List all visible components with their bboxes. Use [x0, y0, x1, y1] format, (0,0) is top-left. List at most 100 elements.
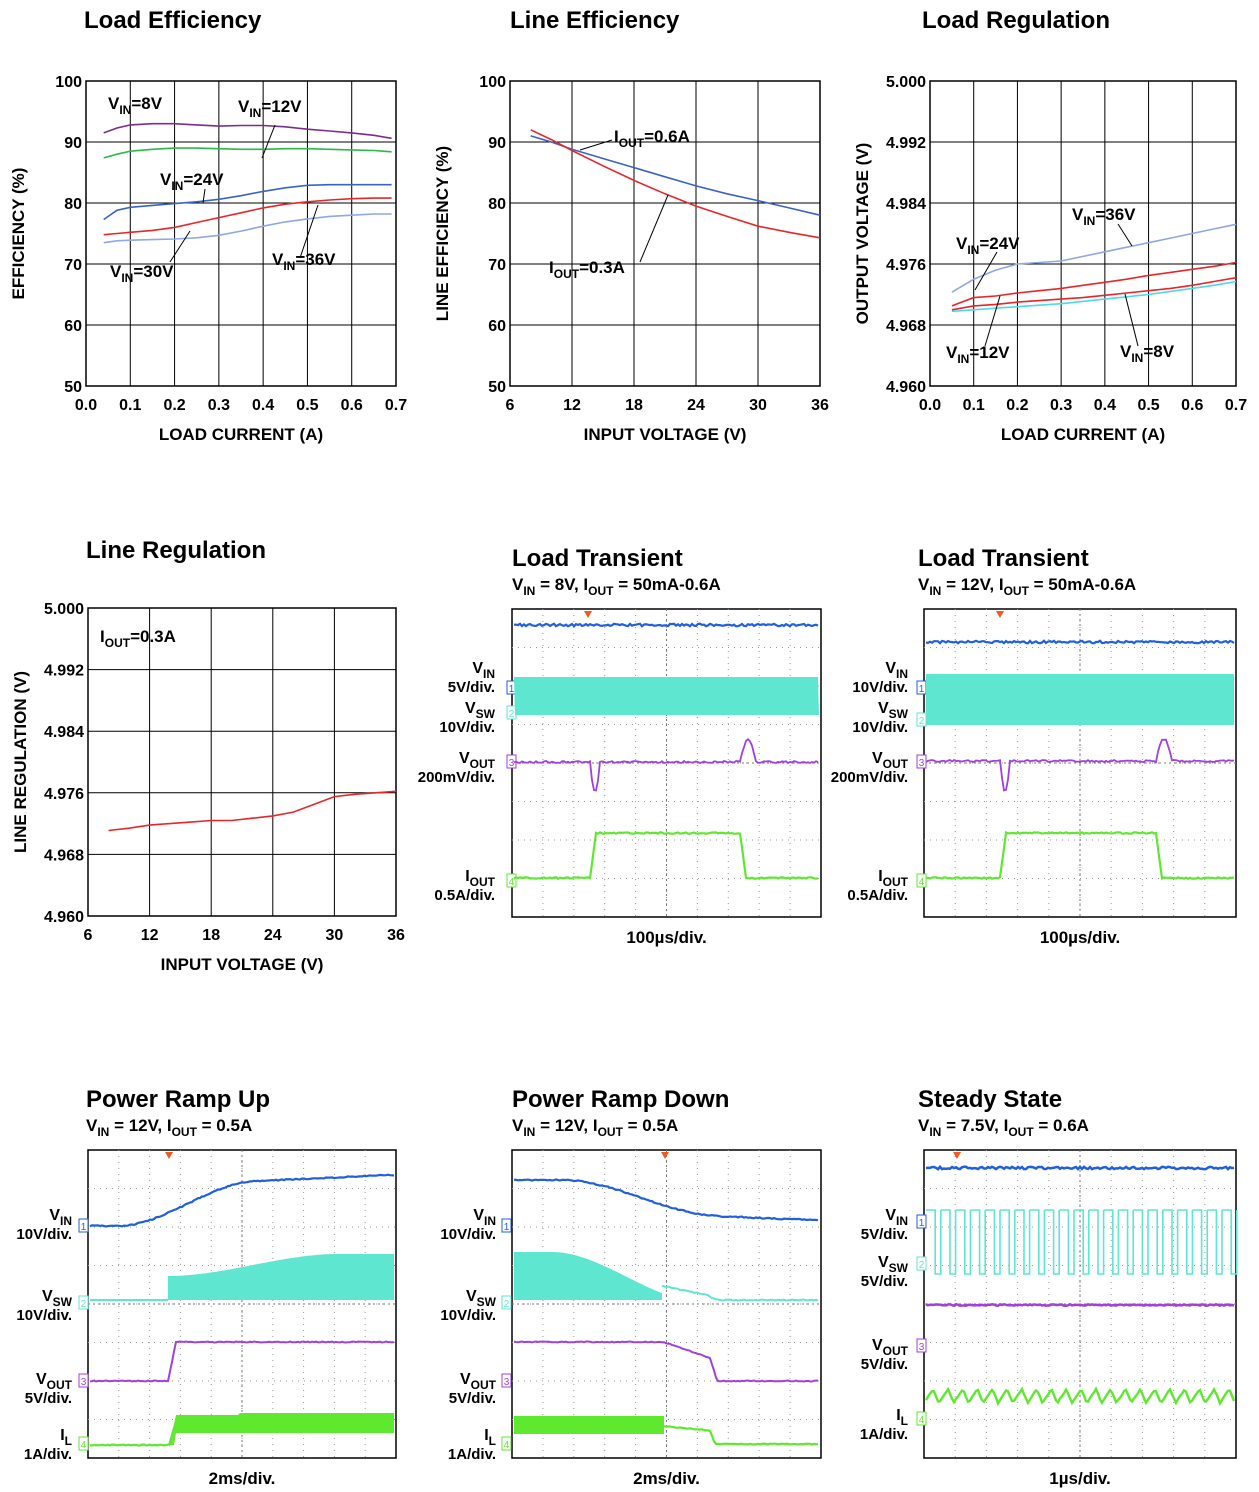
y-tick-label: 70 [488, 257, 506, 274]
x-axis-label: LOAD CURRENT (A) [1001, 425, 1165, 444]
chart-title: Load Efficiency [84, 7, 262, 34]
channel-label: VSW [878, 700, 909, 721]
y-tick-label: 4.984 [886, 196, 926, 213]
y-tick-label: 4.984 [44, 724, 84, 741]
x-tick-label: 0.1 [963, 397, 985, 414]
series-annotation: IOUT=0.6A [614, 127, 690, 150]
y-tick-label: 80 [64, 196, 82, 213]
channel-scale: 0.5A/div. [847, 887, 908, 904]
channel-marker-number: 3 [919, 1342, 925, 1353]
channel-label: VIN [473, 1207, 496, 1228]
y-tick-label: 80 [488, 196, 506, 213]
timebase-label: 2ms/div. [633, 1469, 700, 1488]
il-trace-pre [90, 1445, 170, 1446]
x-tick-label: 18 [625, 397, 643, 414]
channel-label: VIN [885, 1207, 908, 1228]
x-tick-label: 24 [687, 397, 705, 414]
channel-label: IL [60, 1427, 72, 1448]
channel-marker-number: 1 [509, 684, 515, 695]
channel-label: VOUT [460, 1371, 497, 1392]
channel-label: VSW [42, 1288, 73, 1309]
channel-marker-number: 3 [504, 1377, 510, 1388]
channel-scale: 10V/div. [439, 719, 495, 736]
scope-subtitle: VIN = 7.5V, IOUT = 0.6A [918, 1116, 1089, 1139]
scope-power-ramp-down: Power Ramp Down VIN = 12V, IOUT = 0.5A 2ms… [440, 1086, 821, 1488]
plot-frame [86, 81, 396, 386]
channel-marker-number: 2 [919, 1260, 925, 1271]
series-annotation: VIN=24V [956, 234, 1020, 257]
vsw-trace [514, 677, 819, 715]
series-line-red [952, 263, 1236, 306]
channel-marker-number: 1 [919, 684, 925, 695]
x-axis-label: INPUT VOLTAGE (V) [584, 425, 747, 444]
channel-scale: 200mV/div. [418, 769, 495, 786]
chart-line-efficiency: Line Efficiency6 12 18 24 30 365060708090100I… [433, 7, 829, 444]
series-annotation: VIN=36V [272, 250, 336, 273]
channel-label: IOUT [878, 868, 908, 889]
chart-load-regulation: Load Regulation 0.0 0.1 0.2 0.3 0.4 0.5 0.6 0.7 4… [853, 7, 1247, 444]
channel-scale: 5V/div. [448, 679, 495, 696]
series-line-red [531, 130, 820, 238]
series-line-purple [104, 124, 392, 139]
channel-label: VOUT [872, 1337, 909, 1358]
channel-scale: 1A/div. [860, 1426, 908, 1443]
vout-trace [926, 1304, 1234, 1305]
scope-load-transient-12v: Load Transient VIN = 12V, IOUT = 50mA-0.6… [831, 545, 1236, 947]
series-line-red [109, 791, 397, 830]
channel-marker-number: 4 [919, 1415, 925, 1426]
channel-label: VSW [466, 1288, 497, 1309]
channel-scale: 200mV/div. [831, 769, 908, 786]
series-line-blue [104, 185, 392, 220]
x-tick-label: 0.1 [119, 397, 141, 414]
x-tick-label: 12 [141, 927, 159, 944]
x-tick-label: 0.2 [163, 397, 185, 414]
scope-title: Power Ramp Down [512, 1086, 729, 1113]
channel-label: IL [484, 1427, 496, 1448]
channel-marker-number: 3 [919, 758, 925, 769]
annotation-leader [1118, 224, 1132, 246]
y-tick-label: 100 [55, 74, 82, 91]
y-tick-label: 70 [64, 257, 82, 274]
channel-label: IL [896, 1407, 908, 1428]
channel-scale: 10V/div. [16, 1307, 72, 1324]
y-axis-label: LINE REGULATION (V) [11, 671, 30, 853]
channel-scale: 5V/div. [861, 1273, 908, 1290]
annotation-leader [170, 231, 190, 262]
timebase-label: 1µs/div. [1049, 1469, 1110, 1488]
x-tick-label: 6 [506, 397, 515, 414]
series-annotation: VIN=24V [160, 170, 224, 193]
y-tick-label: 60 [488, 318, 506, 335]
channel-scale: 1A/div. [448, 1446, 496, 1463]
x-tick-label: 0.6 [1181, 397, 1203, 414]
x-tick-label: 0.0 [75, 397, 97, 414]
channel-scale: 5V/div. [449, 1390, 496, 1407]
scope-subtitle: VIN = 8V, IOUT = 50mA-0.6A [512, 575, 721, 598]
channel-scale: 10V/div. [852, 679, 908, 696]
scope-subtitle: VIN = 12V, IOUT = 0.5A [86, 1116, 252, 1139]
series-annotation: VIN=36V [1072, 205, 1136, 228]
series-annotation: IOUT=0.3A [100, 627, 176, 650]
channel-scale: 1A/div. [24, 1446, 72, 1463]
x-tick-label: 0.5 [296, 397, 318, 414]
channel-scale: 5V/div. [25, 1390, 72, 1407]
channel-label: VIN [472, 660, 495, 681]
x-tick-label: 0.3 [208, 397, 230, 414]
scope-title: Load Transient [512, 545, 683, 572]
x-axis-label: INPUT VOLTAGE (V) [161, 955, 324, 974]
y-tick-label: 50 [488, 379, 506, 396]
y-tick-label: 4.976 [886, 257, 926, 274]
channel-marker-number: 2 [81, 1299, 87, 1310]
x-tick-label: 18 [202, 927, 220, 944]
channel-marker-number: 1 [504, 1222, 510, 1233]
x-tick-label: 6 [84, 927, 93, 944]
y-tick-label: 90 [488, 135, 506, 152]
series-line-lightblue [104, 214, 392, 243]
scope-subtitle: VIN = 12V, IOUT = 50mA-0.6A [918, 575, 1136, 598]
x-tick-label: 30 [326, 927, 344, 944]
channel-label: VIN [885, 660, 908, 681]
scope-title: Load Transient [918, 545, 1089, 572]
series-annotation: VIN=30V [110, 262, 174, 285]
x-tick-label: 0.5 [1137, 397, 1159, 414]
x-tick-label: 36 [811, 397, 829, 414]
